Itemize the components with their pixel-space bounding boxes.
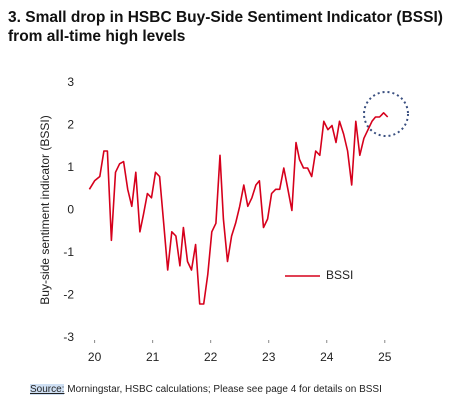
source-label: Source: bbox=[30, 384, 65, 395]
source-text: Morningstar, HSBC calculations; Please s… bbox=[67, 384, 382, 395]
y-tick-label: -2 bbox=[63, 288, 74, 302]
series-line bbox=[88, 112, 389, 305]
y-tick-label: 2 bbox=[67, 118, 74, 132]
highlight-circle bbox=[363, 91, 409, 137]
x-tick-label: 24 bbox=[320, 350, 334, 364]
y-tick-label: 0 bbox=[67, 203, 74, 217]
y-axis-label: Buy-side sentiment indicator (BSSI) bbox=[38, 115, 52, 304]
y-tick-label: 1 bbox=[67, 160, 74, 174]
x-tick-label: 21 bbox=[146, 350, 160, 364]
y-tick-label: 3 bbox=[67, 75, 74, 89]
legend-label: BSSI bbox=[326, 268, 353, 282]
chart: Buy-side sentiment indicator (BSSI) 3210… bbox=[38, 75, 409, 364]
x-tick-label: 20 bbox=[88, 350, 102, 364]
x-tick-label: 25 bbox=[378, 350, 392, 364]
x-tick-label: 22 bbox=[204, 350, 218, 364]
y-tick-label: -3 bbox=[63, 330, 74, 344]
y-tick-label: -1 bbox=[63, 245, 74, 259]
source: Source: Morningstar, HSBC calculations; … bbox=[30, 384, 382, 395]
chart-title: 3. Small drop in HSBC Buy-Side Sentiment… bbox=[8, 9, 443, 45]
x-tick-label: 23 bbox=[262, 350, 276, 364]
